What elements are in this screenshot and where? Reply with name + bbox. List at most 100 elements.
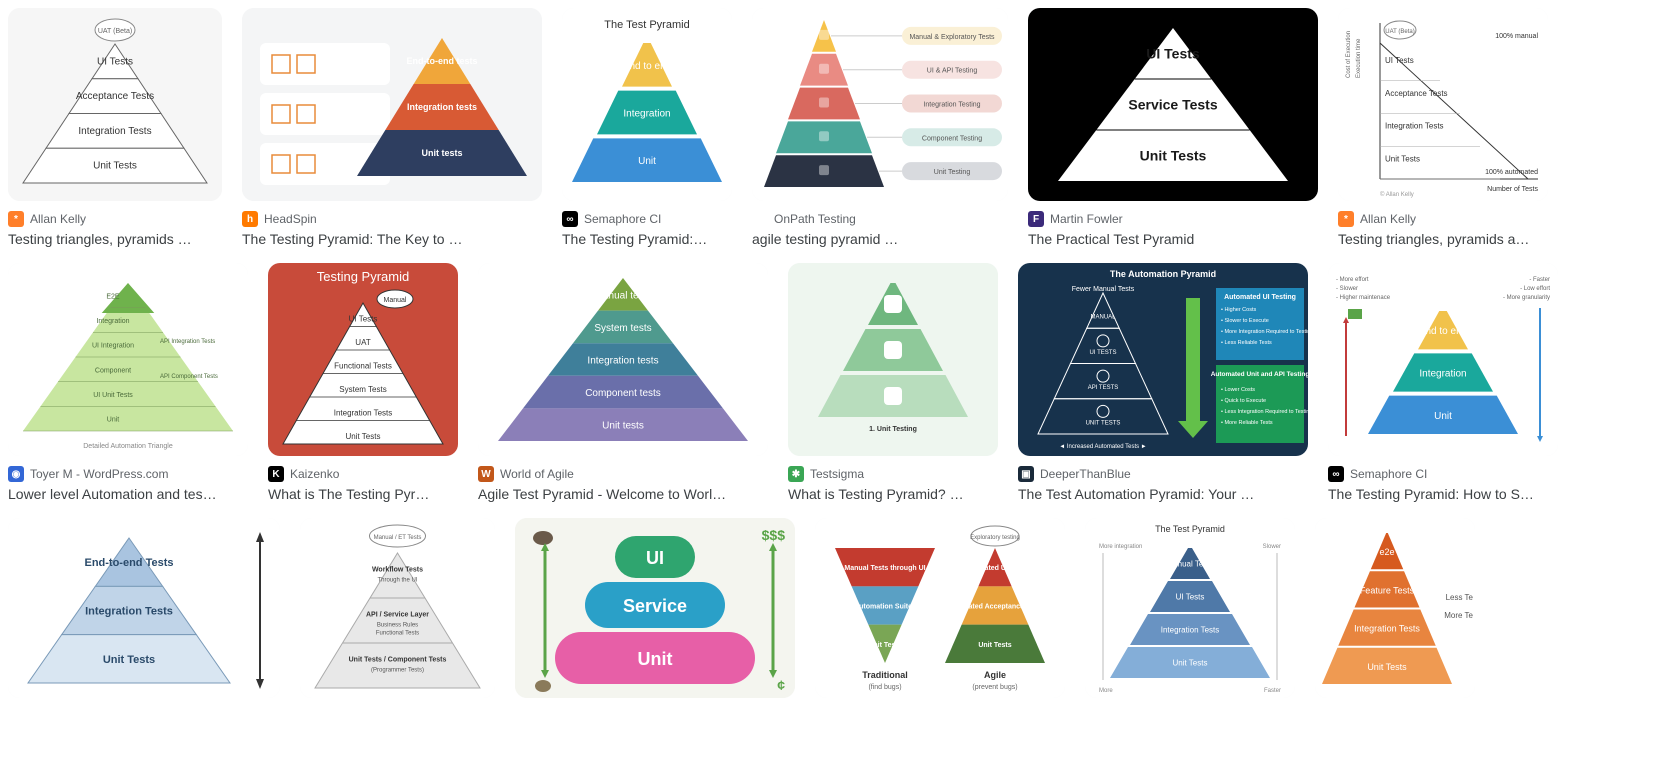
svg-text:Component: Component xyxy=(95,367,131,374)
result-thumbnail[interactable]: Manual / ET TestsWorkflow TestsThrough t… xyxy=(300,518,495,698)
result-title[interactable]: Testing triangles, pyramids a… xyxy=(1338,231,1548,247)
result-thumbnail[interactable]: The Test PyramidEnd to endIntegrationUni… xyxy=(562,8,732,201)
result-title[interactable]: The Testing Pyramid:… xyxy=(562,231,732,247)
favicon-icon: h xyxy=(242,211,258,227)
result-thumbnail[interactable]: Cost of ExecutionExecution timeUAT (Beta… xyxy=(1338,8,1548,201)
result-thumbnail[interactable]: Manual testsSystem testsIntegration test… xyxy=(478,263,768,456)
svg-text:Less Te: Less Te xyxy=(1446,593,1474,602)
result-source: ∞Semaphore CI xyxy=(562,211,732,227)
result-card[interactable]: Exploratory testingManual Tests through … xyxy=(815,518,1065,698)
favicon-icon: * xyxy=(8,211,24,227)
svg-text:UI Tests: UI Tests xyxy=(1176,593,1205,602)
result-card[interactable]: The Test PyramidMore integrationSlowerMa… xyxy=(1085,518,1295,698)
result-meta: *Allan KellyTesting triangles, pyramids … xyxy=(1338,211,1548,247)
source-label: Allan Kelly xyxy=(1360,212,1416,226)
result-title[interactable]: agile testing pyramid … xyxy=(752,231,1008,247)
result-card[interactable]: Manual & Exploratory Tests UI & API Testi… xyxy=(752,8,1008,247)
svg-text:MANUAL: MANUAL xyxy=(1090,315,1116,321)
result-title[interactable]: The Testing Pyramid: The Key to … xyxy=(242,231,542,247)
result-card[interactable]: $$$¢UIServiceUnit xyxy=(515,518,795,698)
svg-text:Unit Tests: Unit Tests xyxy=(1367,662,1407,672)
result-thumbnail[interactable]: The Automation PyramidFewer Manual Tests… xyxy=(1018,263,1308,456)
svg-text:Unit: Unit xyxy=(1434,411,1452,422)
result-thumbnail[interactable]: e2eFeature TestsIntegration TestsUnit Te… xyxy=(1315,518,1475,698)
svg-text:Manual: Manual xyxy=(384,297,407,304)
svg-text:More integration: More integration xyxy=(1099,544,1142,550)
result-card[interactable]: - More effort- Slower- Higher maintenace… xyxy=(1328,263,1558,502)
result-meta: ∞Semaphore CIThe Testing Pyramid: How to… xyxy=(1328,466,1558,502)
result-card[interactable]: E2EIntegrationUI IntegrationComponentUI … xyxy=(8,263,248,502)
svg-text:Integration Tests: Integration Tests xyxy=(1354,624,1420,634)
result-card[interactable]: UI TestsService TestsUnit TestsFMartin F… xyxy=(1028,8,1318,247)
result-thumbnail[interactable]: UAT (Beta)UI TestsAcceptance TestsIntegr… xyxy=(8,8,222,201)
result-card[interactable]: Manual / ET TestsWorkflow TestsThrough t… xyxy=(300,518,495,698)
result-source: ✱Testsigma xyxy=(788,466,998,482)
result-thumbnail[interactable]: Exploratory testingManual Tests through … xyxy=(815,518,1065,698)
result-card[interactable]: The Test PyramidEnd to endIntegrationUni… xyxy=(562,8,732,247)
result-title[interactable]: What is The Testing Pyr… xyxy=(268,486,458,502)
svg-text:UI Unit Tests: UI Unit Tests xyxy=(93,392,133,399)
result-card[interactable]: The Automation PyramidFewer Manual Tests… xyxy=(1018,263,1308,502)
favicon-icon: 🛡 xyxy=(752,211,768,227)
result-thumbnail[interactable]: End-to-end TestsIntegration TestsUnit Te… xyxy=(8,518,280,698)
result-source: 🛡OnPath Testing xyxy=(752,211,1008,227)
svg-text:Manual & Exploratory Tests: Manual & Exploratory Tests xyxy=(909,34,995,41)
svg-text:© Allan Kelly: © Allan Kelly xyxy=(1380,191,1414,198)
svg-text:- More effort: - More effort xyxy=(1336,277,1369,283)
result-card[interactable]: Cost of ExecutionExecution timeUAT (Beta… xyxy=(1338,8,1548,247)
svg-text:Functional Tests: Functional Tests xyxy=(334,362,392,371)
svg-text:API TESTS: API TESTS xyxy=(1088,385,1119,391)
result-title[interactable]: Testing triangles, pyramids … xyxy=(8,231,222,247)
result-thumbnail[interactable]: The Test PyramidMore integrationSlowerMa… xyxy=(1085,518,1295,698)
svg-text:Service: Service xyxy=(623,596,687,616)
svg-text:System tests: System tests xyxy=(594,323,651,334)
svg-text:Unit: Unit xyxy=(638,156,656,167)
result-thumbnail[interactable]: UI TestsService TestsUnit Tests xyxy=(1028,8,1318,201)
result-card[interactable]: 3. E2E Testing2. Integration Testing1. U… xyxy=(788,263,998,502)
result-card[interactable]: End-to-end TestsIntegration TestsUnit Te… xyxy=(8,518,280,698)
result-meta: ▣DeeperThanBlue The Test Automation Pyram… xyxy=(1018,466,1308,502)
result-source: hHeadSpin xyxy=(242,211,542,227)
result-meta: ✱Testsigma What is Testing Pyramid? … xyxy=(788,466,998,502)
svg-text:End-to-end tests: End-to-end tests xyxy=(407,56,478,66)
result-source: KKaizenko xyxy=(268,466,458,482)
result-source: ▣DeeperThanBlue xyxy=(1018,466,1308,482)
result-title[interactable]: Lower level Automation and tes… xyxy=(8,486,248,502)
result-card[interactable]: UAT (Beta)UI TestsAcceptance TestsIntegr… xyxy=(8,8,222,247)
result-thumbnail[interactable]: Manual & Exploratory Tests UI & API Testi… xyxy=(752,8,1008,201)
svg-text:UI & API Testing: UI & API Testing xyxy=(927,68,978,75)
svg-text:• Less Reliable Tests: • Less Reliable Tests xyxy=(1221,340,1272,346)
result-thumbnail[interactable]: $$$¢UIServiceUnit xyxy=(515,518,795,698)
svg-text:Feature Tests: Feature Tests xyxy=(1360,585,1415,595)
svg-text:Automated UI Testing: Automated UI Testing xyxy=(1224,294,1296,301)
svg-text:◄ Increased Automated Tests ►: ◄ Increased Automated Tests ► xyxy=(1059,444,1146,450)
result-thumbnail[interactable]: - More effort- Slower- Higher maintenace… xyxy=(1328,263,1558,456)
result-thumbnail[interactable]: 3. E2E Testing2. Integration Testing1. U… xyxy=(788,263,998,456)
svg-text:Integration tests: Integration tests xyxy=(407,102,477,112)
result-thumbnail[interactable]: End-to-end testsIntegration testsUnit te… xyxy=(242,8,542,201)
svg-text:¢: ¢ xyxy=(777,677,785,693)
result-title[interactable]: The Test Automation Pyramid: Your … xyxy=(1018,486,1308,502)
svg-text:- Higher maintenace: - Higher maintenace xyxy=(1336,295,1391,301)
result-card[interactable]: End-to-end testsIntegration testsUnit te… xyxy=(242,8,542,247)
svg-text:UAT (Beta): UAT (Beta) xyxy=(98,28,132,35)
result-thumbnail[interactable]: Testing PyramidManualUI TestsUATFunction… xyxy=(268,263,458,456)
svg-text:Unit Tests: Unit Tests xyxy=(868,642,901,649)
result-card[interactable]: Manual testsSystem testsIntegration test… xyxy=(478,263,768,502)
result-thumbnail[interactable]: E2EIntegrationUI IntegrationComponentUI … xyxy=(8,263,248,456)
result-card[interactable]: Testing PyramidManualUI TestsUATFunction… xyxy=(268,263,458,502)
svg-text:Manual Tests: Manual Tests xyxy=(1167,560,1214,569)
svg-text:Exploratory testing: Exploratory testing xyxy=(970,535,1020,541)
result-title[interactable]: Agile Test Pyramid - Welcome to Worl… xyxy=(478,486,768,502)
source-label: Kaizenko xyxy=(290,467,339,481)
result-title[interactable]: The Practical Test Pyramid xyxy=(1028,231,1318,247)
svg-text:Automated Unit and API Testing: Automated Unit and API Testing xyxy=(1211,371,1308,378)
result-card[interactable]: e2eFeature TestsIntegration TestsUnit Te… xyxy=(1315,518,1475,698)
svg-text:Unit tests: Unit tests xyxy=(602,421,644,432)
favicon-icon: ◉ xyxy=(8,466,24,482)
svg-text:Unit Tests: Unit Tests xyxy=(346,432,381,441)
svg-text:Integration Tests: Integration Tests xyxy=(1385,122,1444,131)
svg-text:Integration Tests: Integration Tests xyxy=(85,606,173,618)
result-title[interactable]: The Testing Pyramid: How to S… xyxy=(1328,486,1558,502)
result-title[interactable]: What is Testing Pyramid? … xyxy=(788,486,998,502)
